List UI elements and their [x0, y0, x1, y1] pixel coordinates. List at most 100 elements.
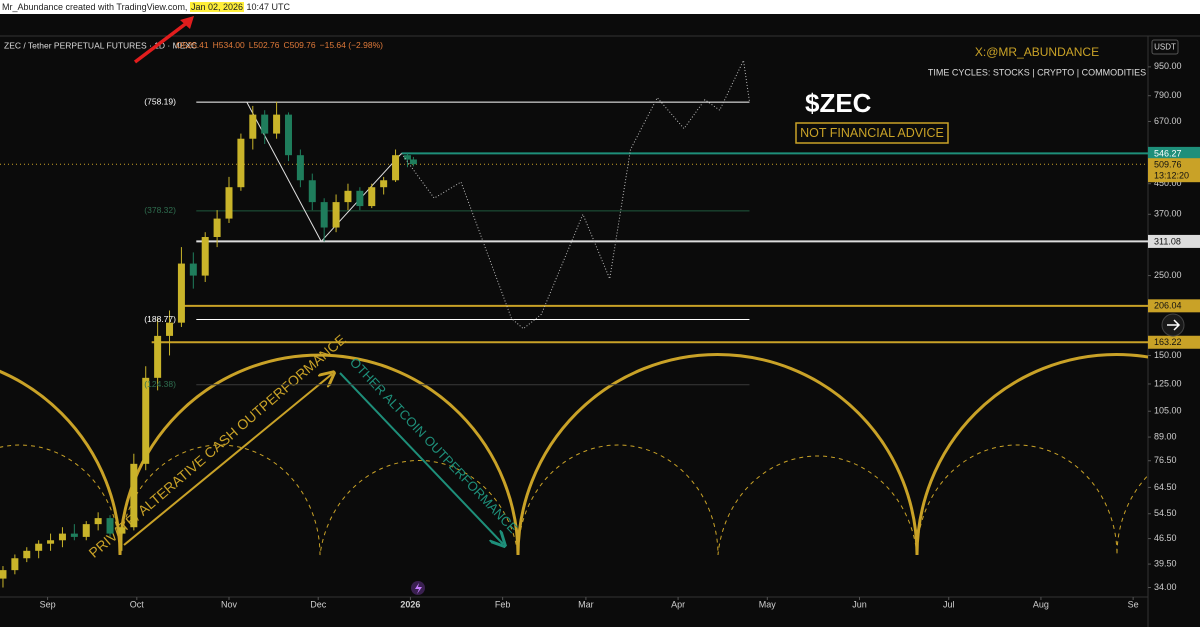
price-tag [1148, 146, 1200, 160]
candle-body [409, 159, 417, 165]
candle-body [154, 335, 162, 378]
last-price-tag [1148, 158, 1200, 183]
cycle-arc [0, 352, 1148, 556]
candle-body [0, 570, 7, 579]
x-tick-label: Aug [1033, 599, 1049, 609]
plot [0, 58, 1148, 588]
x-tick-label: Sep [40, 599, 56, 609]
candle-body [380, 180, 388, 188]
candle-body [177, 263, 185, 323]
symbol: ZEC / Tether PERPETUAL FUTURES · 1D · ME… [4, 40, 197, 50]
x-tick-label: May [759, 599, 777, 609]
candle-body [261, 114, 269, 134]
y-tick-label: 450.00 [1154, 178, 1182, 188]
candle-body [273, 114, 281, 134]
price-tag-label: 163.22 [1154, 337, 1182, 347]
annotation: OTHER ALTCOIN OUTPERFORMANCE [347, 355, 521, 536]
annotation: TIME CYCLES: STOCKS | CRYPTO | COMMODITI… [928, 67, 1146, 77]
y-tick-label: 46.50 [1154, 533, 1177, 543]
y-tick-label: 105.00 [1154, 406, 1182, 416]
y-tick-label: 125.00 [1154, 378, 1182, 388]
candle-body [403, 155, 411, 160]
candle-body [23, 550, 31, 559]
arrow [339, 372, 503, 544]
y-tick-label: 790.00 [1154, 90, 1182, 100]
y-tick-label: 150.00 [1154, 350, 1182, 360]
candle-body [392, 155, 400, 181]
legend-value: −15.64 (−2.98%) [320, 40, 383, 50]
candle-body [58, 533, 66, 541]
candle-body [237, 138, 245, 188]
x-tick-label: Oct [130, 599, 145, 609]
swing-line [246, 101, 402, 243]
legend-value: O525.41 [176, 40, 209, 50]
lightning [415, 583, 422, 594]
candle-body [225, 187, 233, 219]
y-tick-label: 54.50 [1154, 508, 1177, 518]
currency: USDT [1154, 43, 1176, 52]
last-price-label: 509.76 [1154, 160, 1182, 170]
candle-body [201, 236, 209, 276]
candle-body [35, 543, 43, 551]
candle-body [130, 463, 138, 528]
candle-body [213, 218, 221, 237]
x-tick-label: Mar [578, 599, 594, 609]
legend-values: O525.41 H534.00 L502.76 C509.76 −15.64 (−2.9… [176, 40, 383, 50]
y-tick-label: 670.00 [1154, 116, 1182, 126]
x-tick-label: Dec [310, 599, 327, 609]
currency-box [1151, 39, 1179, 55]
candle-body [142, 377, 150, 464]
level-label: (758.19) [144, 96, 176, 106]
x-tick-label: Apr [671, 599, 685, 609]
candle-body [47, 540, 55, 544]
candle-body [284, 114, 292, 156]
price-tag [1148, 234, 1200, 248]
candle-body [344, 190, 352, 203]
candle-body [332, 202, 340, 228]
red-arrow [133, 20, 190, 64]
half-cycle-arc [0, 444, 1148, 556]
x-tick-label: Se [1128, 599, 1139, 609]
countdown: 13:12:20 [1154, 171, 1189, 181]
level-label: (188.77) [144, 314, 176, 324]
x-tick-label: 2026 [400, 599, 420, 609]
price-tag-label: 546.27 [1154, 148, 1182, 158]
legend-value: H534.00 [213, 40, 245, 50]
annotation: X:@MR_ABUNDANCE [975, 45, 1099, 59]
legend-value: C509.76 [284, 40, 316, 50]
projection-line [401, 58, 750, 330]
y-tick-label: 64.50 [1154, 482, 1177, 492]
red-arrow-head [180, 16, 194, 29]
x-tick-label: Jun [852, 599, 867, 609]
x-tick-label: Feb [495, 599, 511, 609]
arrow [123, 374, 332, 546]
level-label: (124.38) [144, 379, 176, 389]
x-tick-label: Jul [943, 599, 955, 609]
candle-body [189, 263, 197, 276]
candle-body [70, 533, 78, 537]
candle-body [249, 114, 257, 139]
price-tag [1148, 299, 1200, 313]
level-label: (378.32) [144, 205, 176, 215]
candle-body [356, 190, 364, 207]
candle-body [118, 527, 126, 534]
y-tick-label: 39.50 [1154, 558, 1177, 568]
subtitle: NOT FINANCIAL ADVICE [800, 126, 944, 140]
candle-body [11, 558, 19, 571]
candle-body [308, 180, 316, 203]
candle-body [368, 187, 376, 207]
subtitle-box [795, 122, 949, 144]
candle-body [296, 155, 304, 181]
y-tick-label: 89.00 [1154, 431, 1177, 441]
candle-body [106, 518, 114, 534]
y-tick-label: 250.00 [1154, 270, 1182, 280]
y-tick-label: 370.00 [1154, 209, 1182, 219]
candle-body [166, 322, 174, 336]
candle-body [94, 518, 102, 525]
y-tick-label: 76.50 [1154, 455, 1177, 465]
price-tag [1148, 335, 1200, 349]
price-tag-label: 206.04 [1154, 301, 1182, 311]
y-tick-label: 34.00 [1154, 582, 1177, 592]
